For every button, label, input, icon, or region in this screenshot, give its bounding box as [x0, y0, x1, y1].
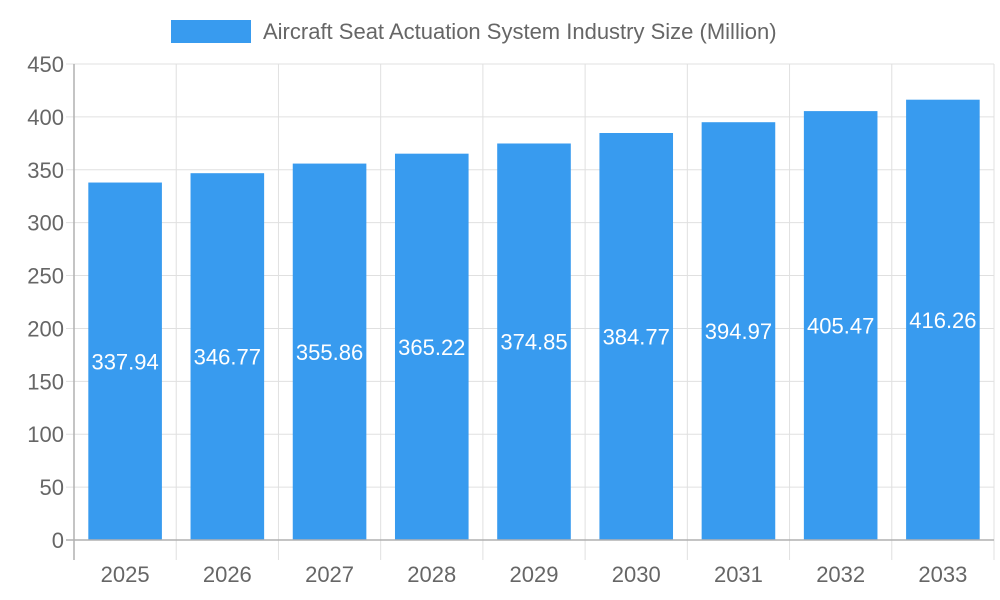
x-tick-label: 2033 — [918, 562, 967, 587]
y-tick-label: 400 — [27, 105, 64, 130]
y-tick-label: 250 — [27, 264, 64, 289]
legend[interactable]: Aircraft Seat Actuation System Industry … — [171, 19, 777, 44]
bar-2032 — [803, 111, 878, 540]
y-tick-label: 0 — [52, 528, 64, 553]
y-tick-label: 50 — [40, 475, 64, 500]
bar-2026 — [190, 173, 265, 540]
bar-2027 — [292, 163, 367, 540]
data-label: 374.85 — [500, 330, 567, 355]
legend-label: Aircraft Seat Actuation System Industry … — [263, 19, 777, 44]
bar-2025 — [88, 182, 162, 540]
data-label: 346.77 — [194, 345, 261, 370]
bar-2033 — [906, 99, 980, 540]
legend-swatch — [171, 20, 251, 43]
x-tick-label: 2030 — [612, 562, 661, 587]
y-tick-label: 450 — [27, 52, 64, 77]
x-tick-label: 2029 — [510, 562, 559, 587]
data-label: 416.26 — [909, 308, 976, 333]
y-tick-label: 300 — [27, 211, 64, 236]
y-tick-label: 100 — [27, 422, 64, 447]
x-tick-label: 2026 — [203, 562, 252, 587]
data-label: 394.97 — [705, 319, 772, 344]
data-label: 405.47 — [807, 314, 874, 339]
bar-2030 — [599, 132, 674, 540]
x-tick-label: 2028 — [407, 562, 456, 587]
data-label: 365.22 — [398, 335, 465, 360]
bar-2028 — [394, 153, 469, 540]
y-tick-label: 350 — [27, 158, 64, 183]
data-label: 337.94 — [91, 349, 158, 374]
x-tick-label: 2025 — [101, 562, 150, 587]
x-tick-label: 2027 — [305, 562, 354, 587]
x-tick-label: 2032 — [816, 562, 865, 587]
y-tick-label: 200 — [27, 316, 64, 341]
x-tick-label: 2031 — [714, 562, 763, 587]
data-label: 355.86 — [296, 340, 363, 365]
y-tick-label: 150 — [27, 369, 64, 394]
data-label: 384.77 — [603, 324, 670, 349]
bar-2031 — [701, 122, 776, 541]
bar-2029 — [497, 143, 571, 540]
